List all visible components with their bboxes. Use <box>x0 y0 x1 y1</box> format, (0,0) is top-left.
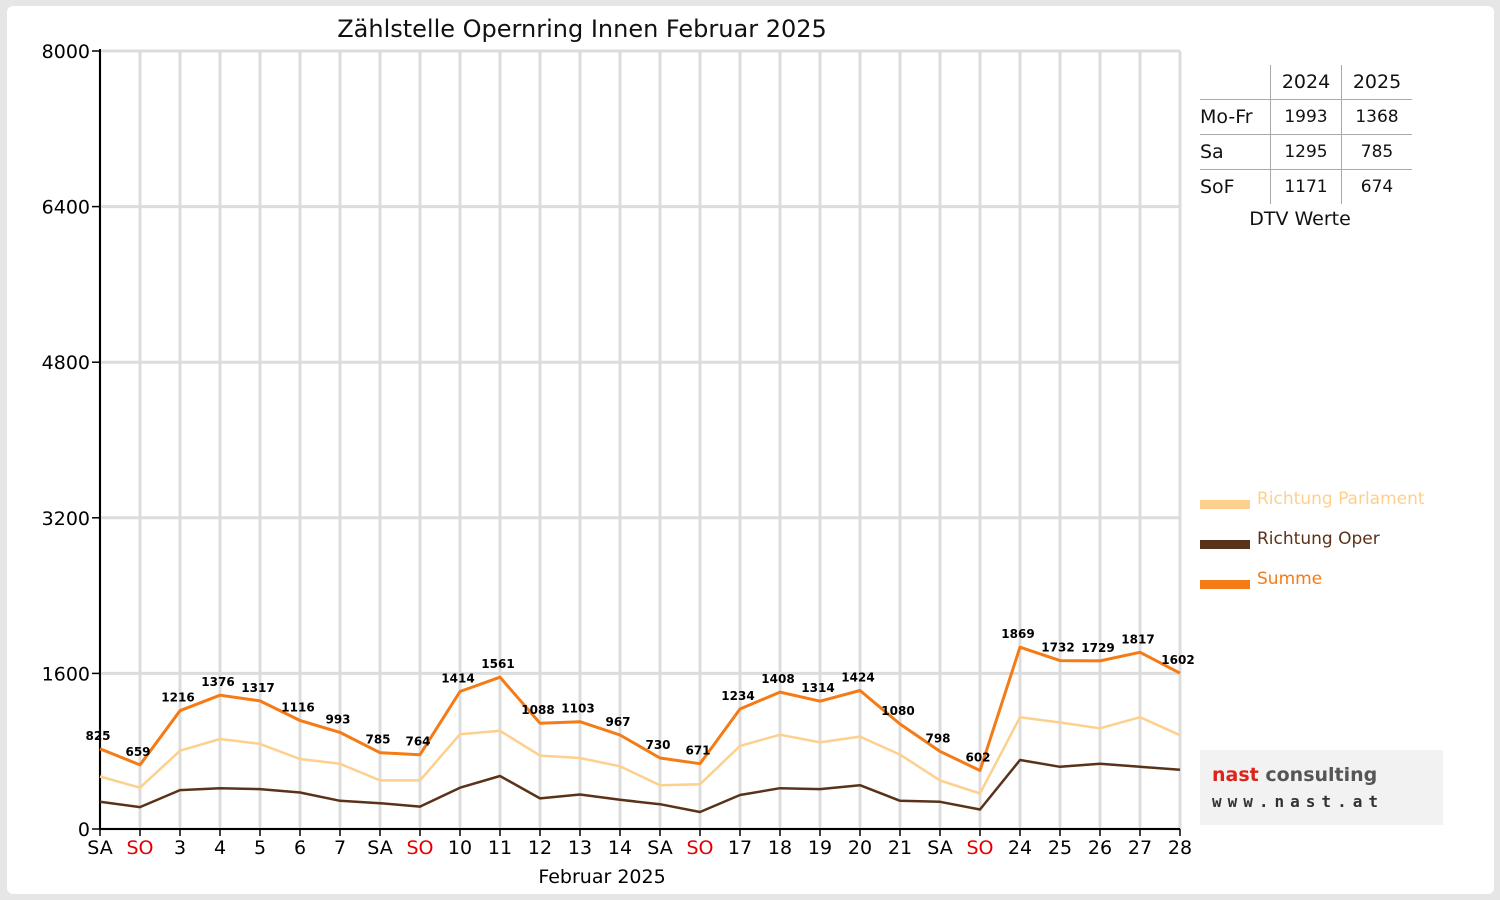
data-label: 764 <box>405 735 430 749</box>
dtv-value: 1368 <box>1341 99 1412 135</box>
x-tick-label: 24 <box>1008 837 1032 859</box>
x-tick-label: 5 <box>254 837 266 859</box>
dtv-row-mofr: Mo-Fr 1993 1368 <box>1200 99 1412 135</box>
data-label: 1116 <box>281 700 314 714</box>
dtv-table: 2024 2025 Mo-Fr 1993 1368 Sa 1295 785 So… <box>1200 65 1412 204</box>
dtv-caption: DTV Werte <box>1249 208 1351 230</box>
x-tick-label: SA <box>367 837 392 859</box>
logo-url: www.nast.at <box>1212 792 1384 811</box>
x-tick-label: 7 <box>334 837 346 859</box>
x-tick-label: 14 <box>608 837 632 859</box>
data-label: 1317 <box>241 681 274 695</box>
legend-swatch <box>1200 500 1250 509</box>
dtv-header-2025: 2025 <box>1341 65 1412 100</box>
dtv-row-label: Sa <box>1200 134 1271 170</box>
dtv-corner <box>1200 65 1271 100</box>
x-tick-label: 26 <box>1088 837 1112 859</box>
series-line-richtung-oper <box>99 758 1181 814</box>
data-label: 825 <box>85 729 110 743</box>
legend-label: Summe <box>1257 569 1323 589</box>
data-label: 671 <box>685 744 710 758</box>
x-tick-label: 27 <box>1128 837 1152 859</box>
x-tick-label: SO <box>126 837 153 859</box>
data-label: 1408 <box>761 672 794 686</box>
x-tick-label: 18 <box>768 837 792 859</box>
y-tick-label: 3200 <box>42 508 90 530</box>
y-tick-label: 0 <box>78 819 90 841</box>
legend-swatch <box>1200 540 1250 549</box>
data-label: 1234 <box>721 689 754 703</box>
dtv-value: 1171 <box>1270 169 1342 204</box>
dtv-row-label: Mo-Fr <box>1200 99 1271 135</box>
y-tick-label: 4800 <box>42 352 90 374</box>
series-line-summe <box>99 645 1181 772</box>
data-label: 602 <box>965 750 990 764</box>
x-axis-label: Februar 2025 <box>538 866 665 888</box>
y-tick-label: 1600 <box>42 663 90 685</box>
dtv-row-sa: Sa 1295 785 <box>1200 134 1412 170</box>
data-label: 1869 <box>1001 627 1034 641</box>
x-tick-label: 28 <box>1168 837 1192 859</box>
legend-swatch <box>1200 580 1250 589</box>
data-label: 1602 <box>1161 653 1194 667</box>
logo-brand: nast consulting <box>1212 764 1377 786</box>
data-label: 659 <box>125 745 150 759</box>
dtv-header-2024: 2024 <box>1270 65 1342 100</box>
x-tick-label: 3 <box>174 837 186 859</box>
x-tick-label: SA <box>927 837 952 859</box>
data-label: 1414 <box>441 671 474 685</box>
series-line-richtung-parlament <box>99 715 1181 795</box>
dtv-row-sof: SoF 1171 674 <box>1200 169 1412 204</box>
legend-label: Richtung Oper <box>1257 529 1380 549</box>
dtv-value: 1993 <box>1270 99 1342 135</box>
data-label: 1376 <box>201 675 234 689</box>
x-tick-label: SA <box>87 837 112 859</box>
data-label: 1729 <box>1081 641 1114 655</box>
y-tick-label: 8000 <box>42 41 90 63</box>
data-label: 1561 <box>481 657 514 671</box>
x-tick-label: 10 <box>448 837 472 859</box>
x-tick-label: 13 <box>568 837 592 859</box>
x-tick-label: 6 <box>294 837 306 859</box>
logo-brand-consulting: consulting <box>1258 764 1378 786</box>
x-tick-label: SO <box>966 837 993 859</box>
data-label: 1817 <box>1121 632 1154 646</box>
data-label: 993 <box>325 712 350 726</box>
x-tick-label: 21 <box>888 837 912 859</box>
data-label: 798 <box>925 731 950 745</box>
dtv-value: 1295 <box>1270 134 1342 170</box>
x-tick-label: 4 <box>214 837 226 859</box>
legend-label: Richtung Parlament <box>1257 489 1425 509</box>
logo-brand-nast: nast <box>1212 764 1259 786</box>
y-tick-label: 6400 <box>42 197 90 219</box>
data-label: 1424 <box>841 671 874 685</box>
x-tick-label: 11 <box>488 837 512 859</box>
x-tick-label: SO <box>686 837 713 859</box>
dtv-value: 785 <box>1341 134 1412 170</box>
x-tick-label: 25 <box>1048 837 1072 859</box>
nast-consulting-logo: nast consulting www.nast.at <box>1200 750 1443 825</box>
dtv-row-label: SoF <box>1200 169 1271 204</box>
x-tick-label: 19 <box>808 837 832 859</box>
x-tick-label: 20 <box>848 837 872 859</box>
x-tick-label: 17 <box>728 837 752 859</box>
chart-title: Zählstelle Opernring Innen Februar 2025 <box>337 15 827 43</box>
data-label: 1216 <box>161 691 194 705</box>
data-label: 1732 <box>1041 641 1074 655</box>
x-tick-label: SA <box>647 837 672 859</box>
data-label: 967 <box>605 715 630 729</box>
x-tick-label: SO <box>406 837 433 859</box>
data-label: 1103 <box>561 702 594 716</box>
x-tick-label: 12 <box>528 837 552 859</box>
data-label: 1088 <box>521 703 554 717</box>
data-label: 730 <box>645 738 670 752</box>
data-label: 1080 <box>881 704 914 718</box>
data-label: 785 <box>365 733 390 747</box>
dtv-value: 674 <box>1341 169 1412 204</box>
data-label: 1314 <box>801 681 834 695</box>
